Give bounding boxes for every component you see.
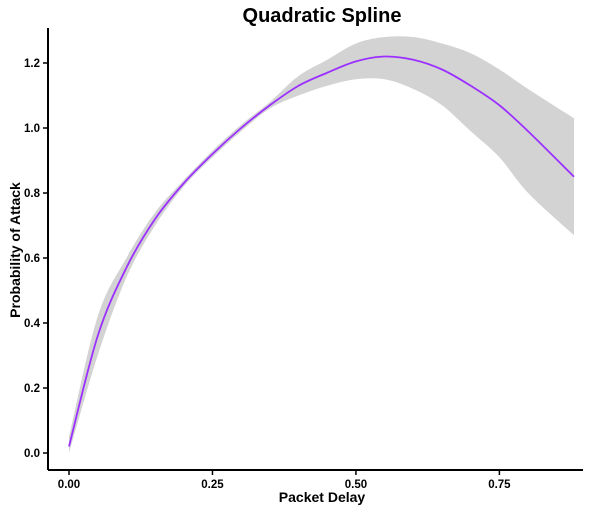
- y-tick-label: 0.0: [24, 448, 40, 460]
- chart-title: Quadratic Spline: [243, 5, 402, 27]
- y-tick-label: 0.6: [24, 253, 40, 265]
- y-tick-label: 0.2: [24, 383, 40, 395]
- y-axis-label: Probability of Attack: [7, 182, 23, 318]
- y-tick-label: 0.4: [24, 318, 41, 330]
- y-axis-ticks: 0.0 0.2 0.4 0.6 0.8 1.0 1.2: [24, 58, 48, 460]
- x-axis-label: Packet Delay: [279, 489, 366, 505]
- x-tick-label: 0.25: [201, 479, 224, 491]
- x-axis-ticks: 0.00 0.25 0.50 0.75: [58, 470, 511, 491]
- plot-area: [68, 36, 575, 453]
- y-tick-label: 1.2: [24, 58, 40, 70]
- y-tick-label: 1.0: [24, 123, 40, 135]
- confidence-band: [69, 36, 574, 453]
- x-tick-label: 0.50: [345, 479, 367, 491]
- spline-line: [68, 55, 575, 447]
- x-tick-label: 0.00: [58, 479, 80, 491]
- x-tick-label: 0.75: [488, 479, 511, 491]
- y-tick-label: 0.8: [24, 188, 41, 200]
